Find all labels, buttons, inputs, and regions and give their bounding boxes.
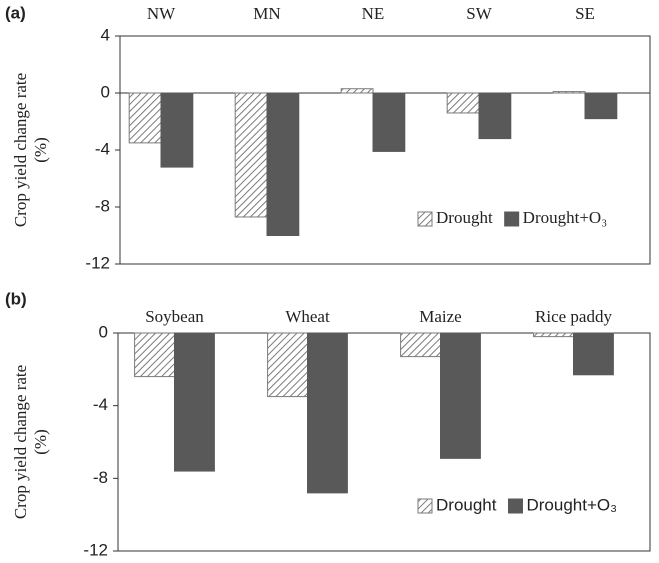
y-tick-label: -12 (83, 540, 108, 558)
bar (478, 92, 512, 140)
y-axis-label: Crop yield change rate (11, 365, 30, 519)
legend-swatch (507, 498, 523, 514)
bar (266, 92, 300, 236)
bar (134, 332, 176, 378)
bar (267, 332, 309, 398)
bar (128, 92, 162, 144)
y-tick-label: 0 (99, 322, 108, 341)
bar (533, 332, 574, 338)
panel-label: (a) (5, 3, 26, 22)
bar (160, 92, 194, 168)
bar (234, 92, 268, 218)
legend-label: Drought (436, 208, 493, 227)
category-label: NW (147, 4, 176, 23)
legend-label: Drought+O₃ (526, 495, 617, 514)
category-label: MN (253, 4, 280, 23)
bar (174, 332, 215, 472)
category-label: Rice paddy (535, 307, 612, 326)
y-tick-label: -4 (93, 395, 108, 414)
bar (400, 332, 442, 358)
legend-label: Drought+O₃ (523, 208, 608, 227)
category-label: Wheat (285, 307, 330, 326)
y-tick-label: -8 (95, 196, 110, 215)
legend-swatch (417, 211, 433, 227)
bar (552, 91, 586, 94)
category-label: Soybean (145, 307, 204, 326)
bar (573, 332, 614, 376)
legend-swatch (504, 211, 520, 227)
y-axis-label: Crop yield change rate (11, 73, 30, 227)
y-tick-label: -8 (93, 468, 108, 487)
legend-label: Drought (436, 495, 497, 514)
y-axis-label: (%) (31, 429, 50, 454)
bar (307, 332, 348, 494)
bar (340, 88, 374, 94)
category-label: SE (575, 4, 595, 23)
bar (584, 92, 618, 120)
y-axis-label: (%) (31, 137, 50, 162)
y-tick-label: -12 (85, 253, 110, 272)
bar (440, 332, 481, 459)
category-label: Maize (419, 307, 461, 326)
y-tick-label: 4 (101, 25, 110, 44)
bar (446, 92, 480, 114)
bar (372, 92, 406, 152)
panel-label: (b) (5, 289, 27, 308)
legend-swatch (417, 498, 433, 514)
category-label: NE (362, 4, 385, 23)
y-tick-label: -4 (95, 139, 110, 158)
category-label: SW (466, 4, 492, 23)
y-tick-label: 0 (101, 82, 110, 101)
